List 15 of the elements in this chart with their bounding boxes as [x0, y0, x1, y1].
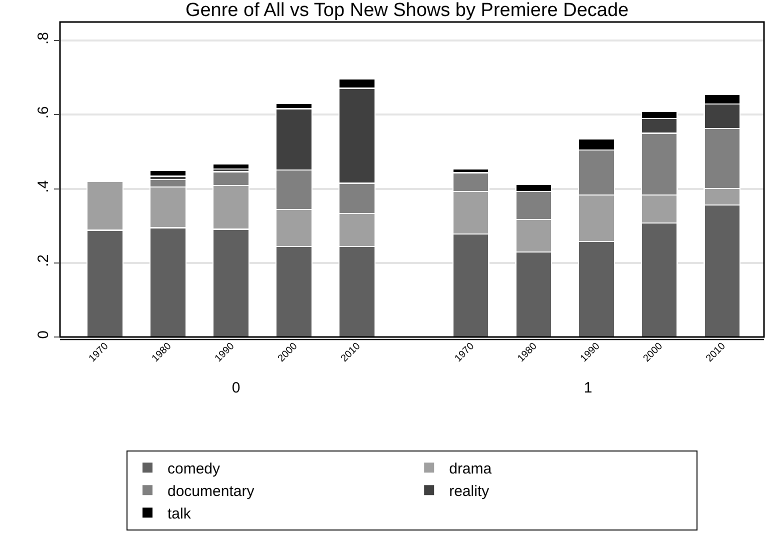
bar	[149, 170, 187, 177]
y-tick-label: .2	[35, 254, 52, 267]
legend-label: comedy	[168, 460, 221, 478]
legend-label: drama	[449, 460, 492, 478]
y-tick-label: .8	[35, 32, 52, 45]
y-tick-label: .4	[35, 180, 52, 193]
legend-label: reality	[449, 483, 490, 500]
legend-label: talk	[168, 506, 192, 522]
x-axis-title: 1	[584, 379, 592, 396]
y-tick-label: 0	[35, 330, 52, 339]
y-tick-label: .6	[35, 106, 52, 119]
chart-title: Genre of All vs Top New Shows by Premiere Decade	[185, 0, 629, 21]
x-axis-title: 0	[232, 379, 240, 396]
legend-label: documentary	[168, 483, 255, 500]
bar	[212, 163, 250, 170]
